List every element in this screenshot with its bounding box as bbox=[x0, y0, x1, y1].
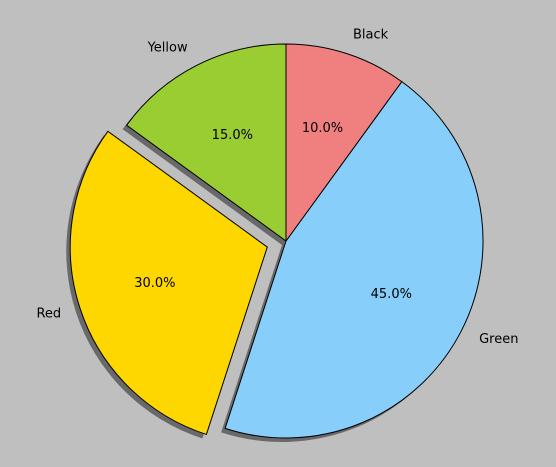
slice-label: Black bbox=[353, 27, 389, 42]
wedge bbox=[125, 43, 287, 242]
slice-label: Yellow bbox=[147, 40, 188, 55]
slice-label: Red bbox=[36, 307, 61, 322]
percent-label: 45.0% bbox=[371, 287, 412, 302]
slice-label: Green bbox=[479, 332, 518, 347]
percent-label: 30.0% bbox=[134, 276, 175, 291]
percent-label: 15.0% bbox=[212, 128, 253, 143]
wedge bbox=[69, 130, 268, 436]
percent-label: 10.0% bbox=[302, 121, 343, 136]
wedge bbox=[285, 43, 403, 243]
wedge bbox=[224, 80, 484, 439]
